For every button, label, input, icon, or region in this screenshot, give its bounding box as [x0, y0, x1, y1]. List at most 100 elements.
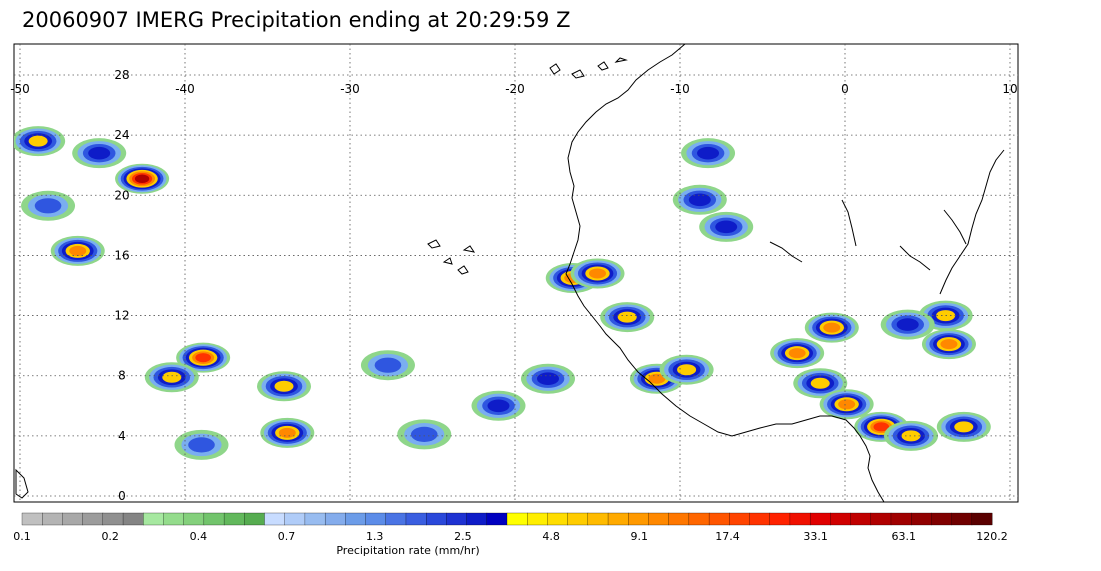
rain-contour	[788, 348, 806, 359]
colorbar-swatch	[345, 512, 366, 526]
colorbar-swatch	[183, 512, 205, 526]
rain-cell	[115, 163, 170, 194]
rain-contour	[715, 220, 738, 234]
rain-cell	[360, 350, 415, 381]
colorbar-swatch	[82, 512, 104, 526]
colorbar-swatch	[648, 512, 670, 526]
rain-cell	[672, 184, 727, 215]
colorbar-swatch	[850, 512, 872, 526]
island-cluster-2	[427, 239, 476, 275]
rain-cell	[260, 417, 315, 448]
lat-label-0: 0	[118, 489, 126, 503]
africa-coastline	[565, 44, 885, 502]
colorbar-swatch	[122, 512, 144, 526]
rain-contour	[838, 399, 856, 410]
rain-contour	[134, 174, 150, 184]
inland-rivers	[769, 199, 967, 271]
colorbar-swatch	[931, 512, 953, 526]
colorbar-swatch	[324, 512, 346, 526]
lon-label-4: -10	[670, 82, 690, 96]
colorbar-swatch	[203, 512, 225, 526]
lat-label-4: 16	[114, 248, 129, 262]
rain-cell	[629, 363, 684, 394]
coastline	[15, 44, 1005, 502]
lon-label-3: -20	[505, 82, 525, 96]
east-coastline	[939, 149, 1005, 295]
rain-contour	[589, 268, 606, 279]
rain-cell	[144, 362, 199, 393]
colorbar-swatch	[446, 512, 468, 526]
rain-contour	[69, 245, 87, 256]
colorbar-swatch	[729, 512, 750, 526]
rain-cell	[681, 138, 736, 169]
colorbar-tick-label: 9.1	[631, 530, 649, 543]
rain-cell	[72, 138, 127, 169]
colorbar-swatch	[143, 512, 164, 526]
colorbar-swatch	[607, 512, 629, 526]
axis-labels: -50 -40 -30 -20 -10 0 10 0 4 8 12 16 20 24 28	[10, 68, 1017, 503]
rain-cell	[397, 419, 452, 450]
rain-contour	[34, 198, 62, 214]
rain-contour	[823, 322, 841, 333]
rain-cell	[659, 354, 714, 385]
rain-cell	[819, 389, 874, 420]
colorbar-swatch	[42, 512, 63, 526]
lat-label-5: 20	[114, 188, 129, 202]
colorbar-tick-label: 2.5	[454, 530, 472, 543]
rain-cell	[521, 363, 575, 394]
colorbar-swatch	[547, 512, 569, 526]
rain-contour	[810, 377, 830, 389]
colorbar-swatch	[21, 512, 43, 526]
rain-cell	[14, 126, 66, 157]
lat-label-3: 12	[114, 309, 129, 323]
colorbar-swatch	[163, 512, 185, 526]
island-cluster-1	[549, 57, 628, 79]
map-frame	[13, 43, 1019, 503]
lon-label-1: -40	[175, 82, 195, 96]
colorbar-tick-label: 0.7	[278, 530, 296, 543]
rain-contour	[88, 146, 111, 160]
rain-cell	[804, 312, 859, 343]
colorbar-tick-label: 63.1	[892, 530, 917, 543]
colorbar-label: Precipitation rate (mm/hr)	[336, 544, 479, 557]
rain-cell	[176, 342, 231, 373]
colorbar-swatch	[789, 512, 811, 526]
lat-lon-grid	[14, 44, 1018, 502]
rain-contour	[648, 373, 666, 384]
rain-cell	[699, 211, 754, 242]
colorbar-swatch	[951, 512, 973, 526]
precipitation-map: -50 -40 -30 -20 -10 0 10 0 4 8 12 16 20 24 28	[10, 43, 1019, 503]
rain-contour	[487, 399, 510, 413]
rain-contour	[188, 437, 215, 453]
colorbar-swatch	[769, 512, 791, 526]
precipitation-layer	[14, 126, 991, 460]
rain-contour	[28, 135, 48, 147]
rain-contour	[954, 421, 974, 433]
rain-contour	[195, 353, 211, 363]
colorbar-swatch	[809, 512, 831, 526]
colorbar-tick-label: 0.4	[190, 530, 208, 543]
colorbar-swatch	[911, 512, 932, 526]
lon-label-2: -30	[340, 82, 360, 96]
colorbar-swatch	[223, 512, 245, 526]
colorbar-swatch	[830, 512, 851, 526]
rain-contour	[278, 427, 296, 438]
lat-label-6: 24	[114, 128, 129, 142]
colorbar: 0.1 0.2 0.4 0.7 1.3 2.5 4.8 9.1 17.4 33.1 63.1 120.…	[13, 512, 1008, 557]
colorbar-swatch	[385, 512, 407, 526]
lon-label-0: -50	[10, 82, 30, 96]
lat-label-2: 8	[118, 369, 126, 383]
colorbar-swatch	[244, 512, 265, 526]
colorbar-tick-label: 4.8	[542, 530, 560, 543]
rain-cell	[257, 371, 311, 402]
colorbar-swatch	[405, 512, 427, 526]
rain-contour	[697, 146, 720, 160]
colorbar-tick-label: 1.3	[366, 530, 384, 543]
colorbar-swatch	[668, 512, 690, 526]
lat-label-7: 28	[114, 68, 129, 82]
colorbar-tick-label: 0.2	[101, 530, 119, 543]
colorbar-swatch	[527, 512, 548, 526]
lon-label-6: 10	[1002, 82, 1017, 96]
colorbar-swatch	[749, 512, 771, 526]
